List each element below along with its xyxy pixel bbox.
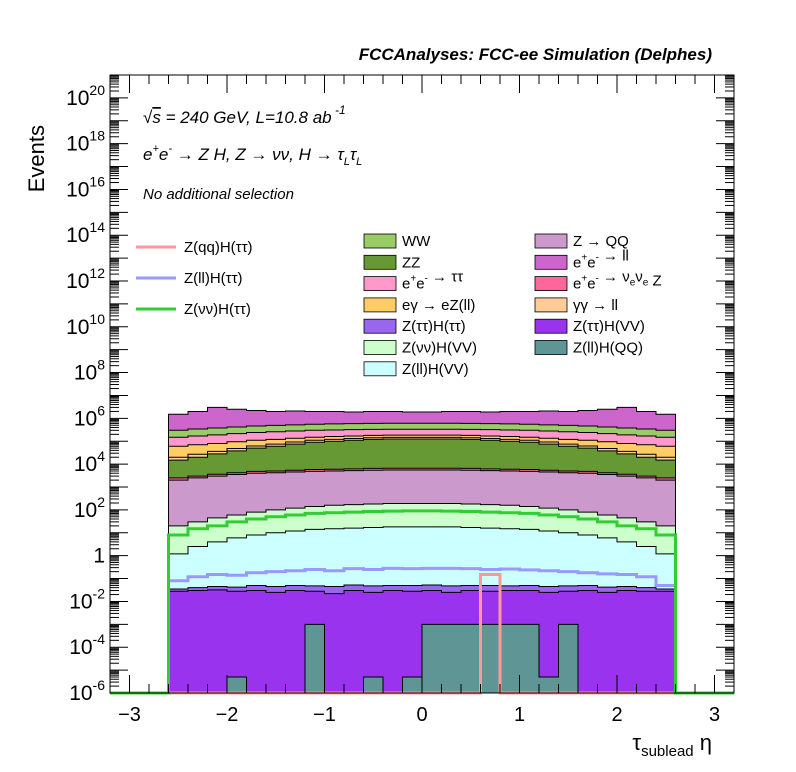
legend-label: Z(qq)H(ττ) [184, 239, 253, 256]
legend-swatch [534, 318, 568, 334]
legend-swatch [363, 340, 397, 355]
y-tick-label: 10-6 [69, 677, 105, 705]
legend-label: γγ → ll [573, 297, 618, 314]
selection-annotation: No additional selection [143, 186, 294, 203]
y-tick-label: 10-4 [69, 631, 105, 659]
y-tick-label: 10-2 [69, 585, 105, 613]
legend-label: ZZ [402, 254, 420, 271]
legend-swatch [534, 233, 568, 249]
y-tick-label: 104 [74, 448, 105, 476]
line-z-ll-h [110, 566, 734, 695]
x-tick-label: −3 [118, 704, 141, 726]
line-z-h [110, 509, 734, 695]
legend-label: Z(νν)H(VV) [402, 340, 477, 357]
x-axis-label: τsublead η [632, 730, 712, 760]
legend-label: e+e- → νeνe Z [573, 269, 662, 293]
x-tick-label: −1 [313, 704, 336, 726]
legend-label: e+e- → ll [573, 247, 629, 271]
chart-title: FCCAnalyses: FCC-ee Simulation (Delphes) [359, 45, 713, 64]
x-tick-label: 0 [416, 704, 427, 726]
y-tick-label: 1 [93, 545, 105, 568]
legend-swatch [363, 361, 397, 377]
legend-label: Z(ll)H(QQ) [573, 340, 643, 357]
legend-label: Z(ττ)H(VV) [573, 318, 645, 335]
y-tick-label: 1020 [66, 82, 105, 110]
legend-swatch [363, 276, 397, 292]
y-tick-label: 108 [74, 357, 105, 385]
legend-swatch [534, 340, 568, 355]
legend-swatch [534, 276, 568, 292]
legend-swatch [363, 297, 397, 313]
y-tick-label: 102 [74, 494, 105, 522]
energy-lumi-annotation: √s = 240 GeV, L=10.8 ab -1 [143, 103, 346, 127]
legend-label: Z(ll)H(ττ) [184, 270, 243, 287]
legend-label: Z → QQ [573, 233, 629, 250]
y-axis-label: Events [24, 125, 49, 192]
stack-layer [168, 406, 676, 694]
y-tick-label: 1018 [66, 128, 105, 156]
legend-swatch [363, 233, 397, 249]
process-annotation: e+e- → Z H, Z → νν, H → τLτL [143, 143, 362, 168]
legend-swatch [534, 297, 568, 313]
legend-label: Z(ll)H(VV) [402, 361, 469, 378]
y-tick-label: 106 [74, 402, 105, 430]
x-tick-label: 2 [611, 704, 622, 726]
y-tick-label: 1014 [66, 219, 105, 247]
legend-label: eγ → eZ(ll) [402, 297, 475, 314]
legend-label: Z(ττ)H(ττ) [402, 318, 466, 335]
x-tick-label: −2 [216, 704, 239, 726]
legend-swatch [534, 254, 568, 270]
x-tick-label: 1 [514, 704, 525, 726]
legend-label: e+e- → ττ [402, 269, 463, 293]
legend-swatch [363, 318, 397, 334]
y-tick-label: 1012 [66, 265, 105, 293]
axes-layer: −3 −2 −1 0 1 2 3 10-6 10-4 10-2 1 102 104 106 108 1010 1… [66, 74, 735, 726]
legend-swatch [363, 254, 397, 270]
y-tick-label: 1016 [66, 173, 105, 201]
legend-label: WW [402, 233, 431, 250]
y-tick-label: 1010 [66, 311, 105, 339]
legend-label: Z(νν)H(ττ) [184, 301, 251, 318]
x-tick-label: 3 [709, 704, 720, 726]
